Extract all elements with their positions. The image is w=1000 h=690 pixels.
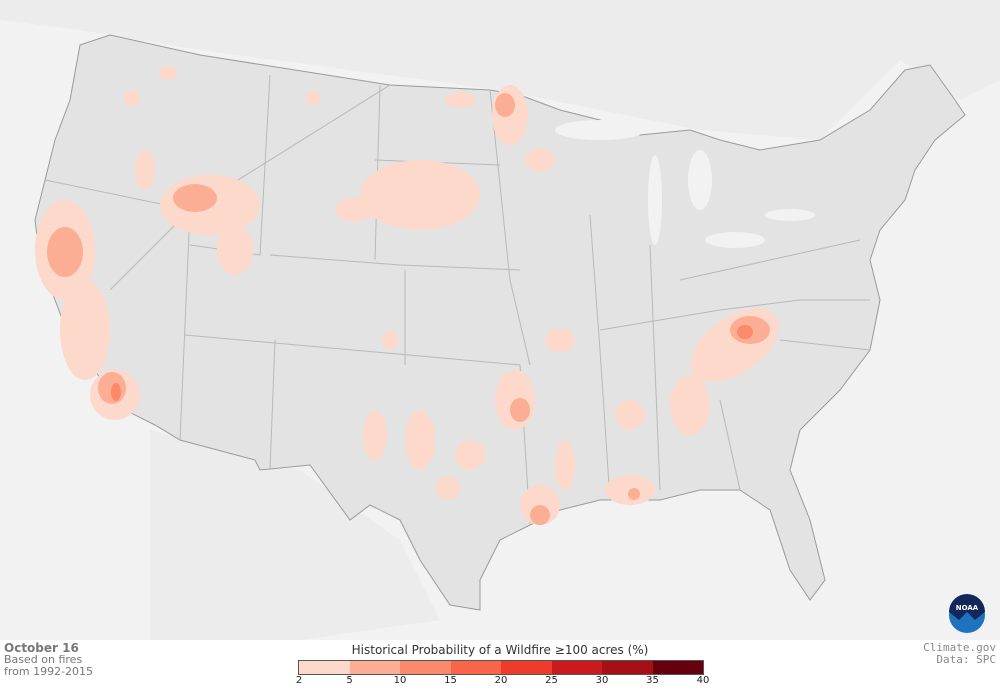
legend-tick: 25	[545, 675, 558, 686]
data-credit: Data: SPC	[936, 653, 996, 666]
fire-area	[135, 150, 155, 190]
legend-color-bar	[298, 660, 704, 675]
fire-area	[445, 92, 475, 108]
date-label: October 16	[4, 641, 79, 655]
fire-area	[628, 488, 640, 500]
fire-area	[124, 90, 140, 106]
fire-area	[382, 330, 398, 350]
canada-mexico-land	[0, 0, 1000, 640]
legend-tick: 10	[393, 675, 407, 686]
legend-tick: 35	[646, 675, 659, 686]
fire-area	[670, 375, 710, 435]
legend-tick: 15	[444, 675, 457, 686]
fire-area	[363, 410, 387, 460]
fire-area	[173, 184, 217, 212]
fire-area	[436, 476, 460, 500]
note-line-1: Based on fires	[4, 653, 83, 666]
legend-swatch	[450, 661, 501, 674]
legend-swatch	[299, 661, 350, 674]
fire-area	[510, 398, 530, 422]
great-lakes	[555, 120, 815, 248]
fire-area	[530, 505, 550, 525]
fire-area	[217, 225, 253, 275]
legend-tick: 5	[346, 675, 353, 686]
fire-area	[545, 328, 575, 352]
legend-swatch	[400, 661, 451, 674]
legend-tick: 40	[696, 675, 710, 686]
site-credit: Climate.gov	[923, 641, 996, 654]
probability-areas	[35, 66, 779, 525]
fire-area	[495, 93, 515, 117]
legend-title: Historical Probability of a Wildfire ≥10…	[351, 643, 649, 657]
fire-area	[335, 198, 375, 222]
fire-area	[111, 383, 121, 401]
fire-area	[526, 148, 554, 172]
fire-area	[737, 325, 753, 339]
legend-swatch	[602, 661, 653, 674]
credits: Climate.gov Data: SPC	[923, 642, 996, 666]
us-wildfire-map: NOAA	[0, 0, 1000, 640]
legend-swatch	[349, 661, 400, 674]
fire-area	[405, 410, 435, 470]
legend-tick: 30	[595, 675, 609, 686]
fire-area	[47, 227, 83, 277]
legend-tick: 2	[295, 675, 303, 686]
legend-swatch	[652, 661, 703, 674]
date-caption: October 16 Based on fires from 1992-2015	[4, 642, 93, 678]
fire-area	[360, 160, 480, 230]
fire-area	[60, 280, 110, 380]
noaa-logo: NOAA	[949, 594, 985, 633]
legend-tick: 20	[494, 675, 508, 686]
legend-swatch	[551, 661, 602, 674]
fire-area	[455, 440, 485, 470]
svg-text:NOAA: NOAA	[956, 604, 979, 612]
fire-area	[159, 66, 177, 80]
legend-swatch	[501, 661, 552, 674]
note-line-2: from 1992-2015	[4, 665, 94, 678]
fire-area	[615, 400, 645, 430]
fire-area	[305, 91, 321, 105]
fire-area	[555, 440, 575, 490]
